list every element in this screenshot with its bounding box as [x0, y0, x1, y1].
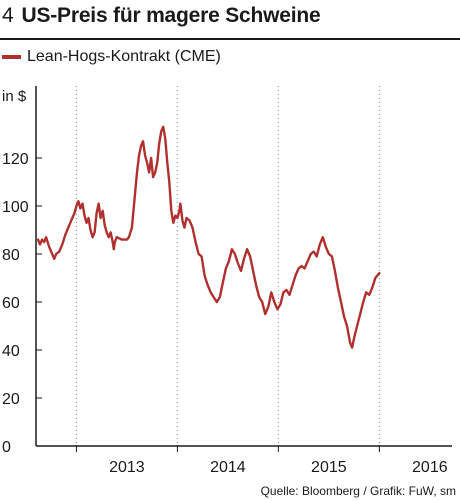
x-tick-label: 2016 [412, 459, 448, 476]
legend-label: Lean-Hogs-Kontrakt (CME) [27, 48, 221, 65]
y-axis-unit-label: in $ [2, 88, 27, 105]
y-tick-label: 40 [2, 343, 20, 360]
y-tick-label: 120 [2, 151, 29, 168]
chart-title: 4 US-Preis für magere Schweine [2, 4, 321, 28]
source-note: Quelle: Bloomberg / Grafik: FuW, sm [260, 484, 456, 498]
title-rule [0, 38, 460, 40]
y-tick-label: 20 [2, 391, 20, 408]
legend-swatch [2, 55, 21, 59]
x-tick-label: 2014 [210, 459, 246, 476]
series-line-lean-hogs [36, 125, 381, 349]
y-tick-label: 80 [2, 247, 20, 264]
title-text: US-Preis für magere Schweine [21, 4, 321, 27]
figure-number: 4 [2, 4, 14, 27]
legend: Lean-Hogs-Kontrakt (CME) [2, 48, 221, 66]
x-tick-label: 2013 [109, 459, 145, 476]
x-tick-label: 2015 [311, 459, 347, 476]
y-tick-label: 60 [2, 295, 20, 312]
y-tick-label: 100 [2, 199, 29, 216]
y-tick-label: 0 [2, 439, 11, 456]
